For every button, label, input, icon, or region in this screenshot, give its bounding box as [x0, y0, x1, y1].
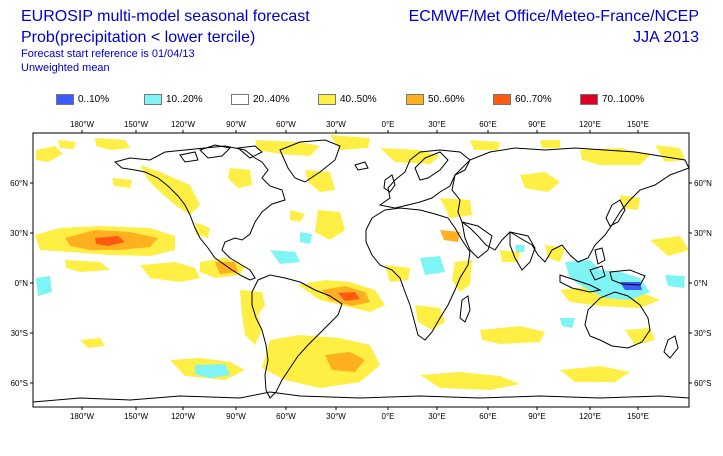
lon-label-bottom: 120°E — [579, 412, 601, 421]
mean-type: Unweighted mean — [21, 62, 110, 74]
legend-label-20-40: 20..40% — [253, 94, 290, 105]
lon-label-top: 150°W — [124, 120, 149, 129]
shading-40-50 — [35, 135, 689, 390]
coast-indonesia — [559, 265, 646, 293]
legend-label-10-20: 10..20% — [166, 94, 203, 105]
lon-label-bottom: 30°E — [428, 412, 445, 421]
coast-africa — [365, 207, 471, 341]
coast-arabia — [461, 221, 493, 259]
lat-label-right: 30°N — [694, 229, 712, 238]
coast-north-america — [113, 145, 286, 281]
legend-swatch-40-50 — [318, 94, 336, 105]
lon-label-bottom: 90°E — [528, 412, 545, 421]
coast-asia — [451, 147, 689, 263]
lon-label-top: 60°W — [276, 120, 296, 129]
probability-legend: 0..10% 10..20% 20..40% 40..50% 50..60% 6… — [0, 92, 723, 108]
shading-60-70 — [95, 236, 360, 301]
coast-madagascar — [459, 295, 471, 323]
longitude-labels-bottom: 180°W 150°W 120°W 90°W 60°W 30°W 0°E 30°… — [70, 412, 649, 421]
tick-marks — [30, 130, 692, 410]
lon-label-top: 30°W — [326, 120, 346, 129]
lon-label-bottom: 90°W — [226, 412, 246, 421]
latitude-labels-left: 60°N 30°N 0°N 30°S 60°S — [10, 179, 28, 388]
lon-label-top: 90°W — [226, 120, 246, 129]
coast-japan — [605, 199, 626, 227]
coast-greenland — [279, 139, 341, 183]
latitude-labels-right: 60°N 30°N 0°N 30°S 60°S — [694, 179, 712, 388]
coast-british-isles — [383, 174, 396, 193]
coastlines — [33, 139, 689, 403]
lat-label-left: 30°S — [11, 329, 28, 338]
lon-label-bottom: 60°E — [479, 412, 496, 421]
source-agencies: ECMWF/Met Office/Meteo-France/NCEP — [408, 8, 699, 25]
lon-label-bottom: 60°W — [276, 412, 296, 421]
lat-label-right: 60°S — [694, 379, 711, 388]
coast-antarctica — [33, 391, 689, 403]
legend-swatch-70-100 — [580, 94, 598, 105]
legend-label-50-60: 50..60% — [428, 94, 465, 105]
coast-india — [509, 231, 536, 271]
coast-arctic-islands — [179, 144, 263, 163]
coast-iceland — [354, 161, 369, 171]
forecast-reference: Forecast start reference is 01/04/13 — [21, 48, 195, 60]
coast-new-zealand — [663, 335, 679, 359]
lon-label-bottom: 120°W — [171, 412, 196, 421]
coast-australia — [584, 291, 651, 349]
lat-label-left: 60°S — [11, 379, 28, 388]
coast-philippines — [594, 247, 606, 265]
lat-label-left: 0°N — [15, 279, 29, 288]
lon-label-bottom: 150°E — [627, 412, 649, 421]
legend-label-60-70: 60..70% — [515, 94, 552, 105]
legend-label-70-100: 70..100% — [602, 94, 645, 105]
lon-label-top: 60°E — [479, 120, 496, 129]
lon-label-top: 180°W — [70, 120, 95, 129]
lon-label-top: 30°E — [428, 120, 445, 129]
lon-label-bottom: 0°E — [382, 412, 395, 421]
lon-label-top: 120°E — [579, 120, 601, 129]
lon-label-top: 90°E — [528, 120, 545, 129]
lat-label-left: 30°N — [10, 229, 28, 238]
lon-label-bottom: 180°W — [70, 412, 95, 421]
coast-scandinavia — [414, 151, 449, 181]
map-frame — [32, 132, 690, 408]
lon-label-top: 150°E — [627, 120, 649, 129]
lon-label-top: 120°W — [171, 120, 196, 129]
lat-label-right: 60°N — [694, 179, 712, 188]
lat-label-right: 0°N — [694, 279, 708, 288]
lon-label-bottom: 30°W — [326, 412, 346, 421]
lat-label-right: 30°S — [694, 329, 711, 338]
probability-shading — [35, 135, 689, 390]
forecast-season: JJA 2013 — [633, 29, 699, 46]
chart-title: EUROSIP multi-model seasonal forecast — [21, 8, 310, 25]
legend-label-0-10: 0..10% — [78, 94, 110, 105]
legend-swatch-10-20 — [144, 94, 162, 105]
coast-south-america — [251, 274, 343, 399]
legend-label-40-50: 40..50% — [340, 94, 377, 105]
lat-label-left: 60°N — [10, 179, 28, 188]
chart-subtitle: Prob(precipitation < lower tercile) — [21, 29, 256, 46]
lon-label-top: 0°E — [382, 120, 395, 129]
lon-label-bottom: 150°W — [124, 412, 149, 421]
legend-swatch-60-70 — [493, 94, 511, 105]
longitude-labels-top: 180°W 150°W 120°W 90°W 60°W 30°W 0°E 30°… — [70, 120, 649, 129]
legend-swatch-20-40 — [231, 94, 249, 105]
legend-swatch-50-60 — [406, 94, 424, 105]
legend-swatch-0-10 — [56, 94, 74, 105]
